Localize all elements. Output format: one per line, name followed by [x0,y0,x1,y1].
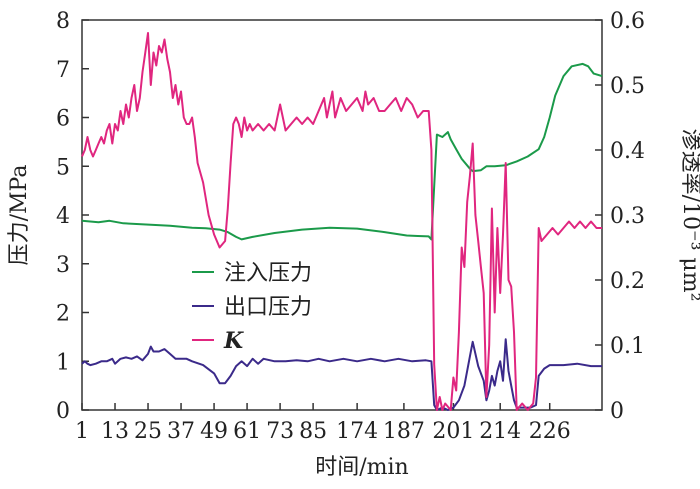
x-tick-label: 174 [336,419,378,444]
y-right-axis-title: 渗透率/10⁻³ μm² [678,129,700,302]
x-tick-label: 37 [167,419,195,444]
y-left-tick-label: 3 [56,253,70,278]
x-tick-label: 201 [432,419,474,444]
y-right-tick-label: 0.5 [610,74,645,99]
x-tick-label: 1 [75,419,89,444]
x-tick-label: 49 [200,419,228,444]
y-right-tick-label: 0.4 [610,139,645,164]
y-left-axis-title: 压力/MPa [7,165,32,266]
y-right-tick-label: 0 [610,399,624,424]
x-tick-label: 226 [529,419,571,444]
x-tick-label: 187 [383,419,425,444]
y-right-tick-label: 0.3 [610,204,645,229]
y-left-tick-label: 5 [56,155,70,180]
y-left-tick-label: 2 [56,302,70,327]
series-permeability-k [81,32,602,411]
x-tick-label: 25 [134,419,162,444]
plot-area [81,32,603,411]
y-right-tick-label: 0.2 [610,269,645,294]
y-left-tick-label: 4 [56,204,70,229]
series-injection-pressure [81,62,603,241]
x-axis-title: 时间/min [315,455,408,480]
x-tick-label: 61 [233,419,261,444]
y-left-tick-label: 7 [56,58,70,83]
y-left-tick-label: 0 [56,399,70,424]
y-left-tick-label: 6 [56,107,70,132]
legend-item-outlet-label: 出口压力 [224,295,312,320]
x-tick-label: 73 [266,419,294,444]
x-tick-label: 13 [101,419,129,444]
series-outlet-pressure [81,338,602,411]
y-right-tick-label: 0.6 [610,9,645,34]
legend-item-k-label: K [223,328,244,354]
legend-item-injection-label: 注入压力 [224,261,312,286]
y-right-tick-label: 0.1 [610,334,645,359]
x-tick-label: 85 [299,419,327,444]
y-left-tick-label: 8 [56,9,70,34]
x-tick-label: 214 [479,419,521,444]
y-left-tick-label: 1 [56,350,70,375]
